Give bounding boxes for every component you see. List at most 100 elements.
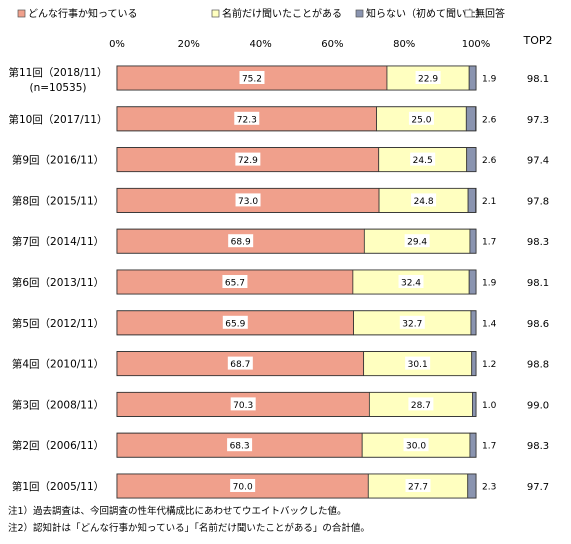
data-label-7-2: 32.7 xyxy=(402,319,422,329)
data-label-9-3: 1.0 xyxy=(482,401,497,411)
data-label-8-1: 68.7 xyxy=(230,360,250,370)
data-label-1-2: 22.9 xyxy=(418,75,438,85)
category-label-2: 第10回（2017/11） xyxy=(9,113,108,126)
category-label-4: 第8回（2015/11） xyxy=(12,194,104,207)
legend-label-1: どんな行事か知っている xyxy=(28,7,138,20)
data-label-4-3: 2.1 xyxy=(482,197,496,207)
top2-value-4: 97.8 xyxy=(527,196,549,207)
legend-swatch-2 xyxy=(211,9,220,18)
data-label-bg-8-2 xyxy=(405,356,431,370)
data-label-3-3: 2.6 xyxy=(482,156,497,166)
chart-notes: 注1）過去調査は、今回調査の性年代構成比にあわせてウエイトバックした値。 注2）… xyxy=(8,505,370,534)
data-label-2-1: 72.3 xyxy=(237,115,257,125)
x-tick-label-1: 0% xyxy=(109,39,125,50)
top2-value-10: 98.3 xyxy=(527,441,549,452)
bar-segment-4-2 xyxy=(378,187,469,213)
x-tick-label-5: 80% xyxy=(393,39,415,50)
data-label-bg-1-2 xyxy=(415,71,441,84)
top2-value-3: 97.4 xyxy=(527,156,549,167)
data-label-1-3: 1.9 xyxy=(482,75,497,85)
top2-value-6: 98.1 xyxy=(527,278,549,289)
data-label-bg-3-1 xyxy=(235,152,261,166)
top2-header: TOP2 xyxy=(522,34,552,47)
bar-segment-10-3 xyxy=(469,432,477,458)
bar-segment-9-3 xyxy=(472,391,477,417)
bars-group: 第11回（2018/11） (n=10535) 75.2 22.9 1.9 98.1 第10… xyxy=(9,65,549,499)
legend-swatch-4 xyxy=(464,9,473,18)
bar-segment-7-3 xyxy=(470,310,477,336)
data-label-1-1: 75.2 xyxy=(242,75,262,85)
data-label-bg-7-2 xyxy=(399,315,425,329)
data-label-9-1: 70.3 xyxy=(233,401,253,411)
category-sublabel-1: (n=10535) xyxy=(29,82,86,94)
data-label-5-1: 68.9 xyxy=(231,238,251,248)
bar-segment-5-3 xyxy=(469,228,477,254)
data-label-3-2: 24.5 xyxy=(413,156,433,166)
x-tick-label-4: 60% xyxy=(321,39,343,50)
data-label-10-3: 1.7 xyxy=(482,442,496,452)
category-label-7: 第5回（2012/11） xyxy=(12,317,104,330)
category-label-5: 第7回（2014/11） xyxy=(12,235,104,248)
data-label-bg-6-2 xyxy=(398,275,424,288)
category-label-9: 第3回（2008/11） xyxy=(12,398,104,411)
data-label-11-3: 2.3 xyxy=(482,483,496,493)
x-tick-label-6: 100% xyxy=(462,39,491,50)
data-label-8-2: 30.1 xyxy=(408,360,428,370)
data-label-3-1: 72.9 xyxy=(238,156,258,166)
data-label-4-2: 24.8 xyxy=(414,197,434,207)
x-axis-ticks: 0% 20% 40% 60% 80% 100% xyxy=(109,39,490,50)
legend-label-3: 知らない（初めて聞いた） xyxy=(366,7,486,20)
data-label-4-1: 73.0 xyxy=(238,197,258,207)
top2-value-5: 98.3 xyxy=(527,237,549,248)
legend-label-4: 無回答 xyxy=(475,7,505,20)
data-label-7-3: 1.4 xyxy=(482,319,497,329)
data-label-bg-2-2 xyxy=(408,111,434,125)
x-tick-label-2: 20% xyxy=(178,39,200,50)
bar-segment-9-1 xyxy=(116,391,370,417)
data-label-11-1: 70.0 xyxy=(233,483,253,493)
data-label-bg-4-1 xyxy=(235,193,261,207)
data-label-5-3: 1.7 xyxy=(482,238,496,248)
chart-legend: どんな行事か知っている 名前だけ聞いたことがある 知らない（初めて聞いた）無回答 xyxy=(17,7,505,20)
data-label-bg-7-1 xyxy=(222,315,248,329)
category-label-8: 第4回（2010/11） xyxy=(12,358,104,371)
legend-label-2: 名前だけ聞いたことがある xyxy=(222,7,342,20)
legend-swatch-3 xyxy=(355,9,364,18)
top2-value-1: 98.1 xyxy=(527,74,549,85)
category-label-1: 第11回（2018/11） xyxy=(9,66,108,79)
data-label-10-1: 68.3 xyxy=(230,442,250,452)
note-2: 注2）認知計は「どんな行事か知っている」「名前だけ聞いたことがある」の合計値。 xyxy=(8,522,370,534)
data-label-5-2: 29.4 xyxy=(407,238,427,248)
data-label-10-2: 30.0 xyxy=(406,442,426,452)
data-label-6-3: 1.9 xyxy=(482,279,497,289)
top2-value-7: 98.6 xyxy=(527,319,549,330)
bar-segment-2-3 xyxy=(465,106,477,132)
data-label-8-3: 1.2 xyxy=(482,360,496,370)
data-label-bg-3-2 xyxy=(410,152,436,166)
data-label-11-2: 27.7 xyxy=(408,483,428,493)
x-tick-label-3: 40% xyxy=(249,39,271,50)
data-label-bg-10-1 xyxy=(227,438,253,452)
data-label-bg-6-1 xyxy=(222,275,248,288)
data-label-bg-11-1 xyxy=(230,479,256,492)
data-label-bg-5-2 xyxy=(404,234,430,248)
category-label-3: 第9回（2016/11） xyxy=(12,154,104,167)
bar-segment-8-3 xyxy=(471,351,477,377)
bar-segment-4-3 xyxy=(467,187,477,213)
category-label-6: 第6回（2013/11） xyxy=(12,276,104,289)
data-label-6-2: 32.4 xyxy=(401,279,421,289)
bar-segment-6-3 xyxy=(468,269,477,295)
bar-segment-1-1 xyxy=(116,65,388,91)
data-label-7-1: 65.9 xyxy=(225,319,245,329)
data-label-bg-11-2 xyxy=(405,479,431,492)
data-label-bg-4-2 xyxy=(411,193,437,207)
bar-segment-1-3 xyxy=(468,65,477,91)
top2-value-2: 97.3 xyxy=(527,115,549,126)
top2-value-9: 99.0 xyxy=(527,400,549,411)
bar-segment-11-3 xyxy=(467,473,477,499)
legend-swatch-1 xyxy=(17,9,26,18)
data-label-9-2: 28.7 xyxy=(411,401,431,411)
data-label-2-2: 25.0 xyxy=(411,115,431,125)
data-label-6-1: 65.7 xyxy=(225,279,245,289)
note-1: 注1）過去調査は、今回調査の性年代構成比にあわせてウエイトバックした値。 xyxy=(8,505,347,517)
